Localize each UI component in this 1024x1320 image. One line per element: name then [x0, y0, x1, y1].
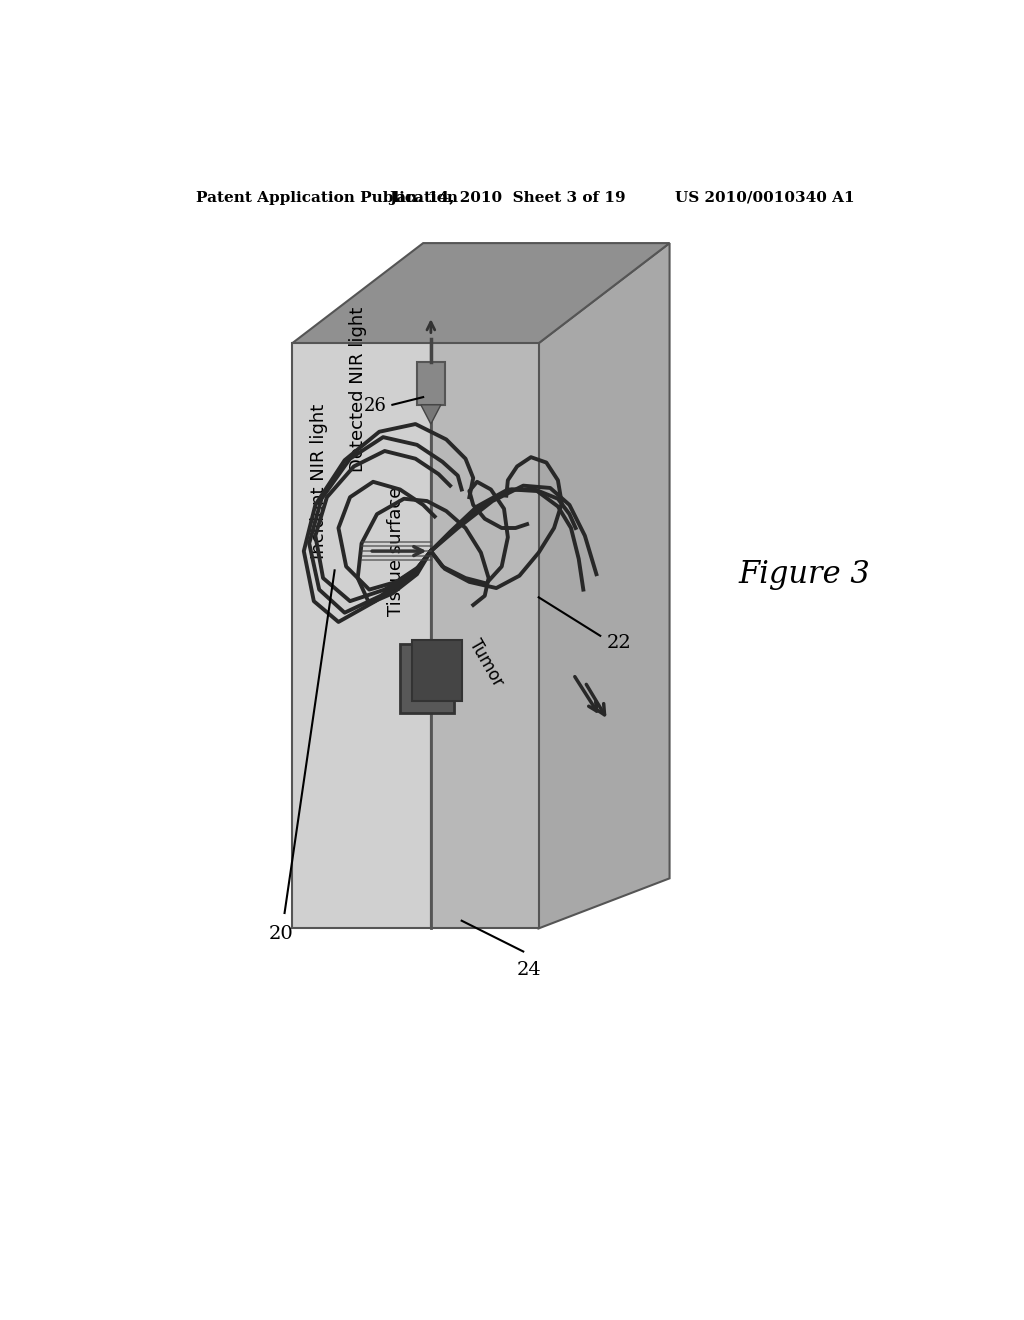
Text: 20: 20 [268, 924, 293, 942]
Text: 26: 26 [365, 397, 387, 416]
Text: Tissue surface: Tissue surface [387, 486, 406, 616]
Polygon shape [421, 405, 441, 424]
Bar [400, 644, 454, 713]
Text: 24: 24 [517, 961, 542, 978]
Text: US 2010/0010340 A1: US 2010/0010340 A1 [675, 191, 854, 205]
Text: Detected NIR light: Detected NIR light [349, 306, 367, 473]
Text: 22: 22 [606, 635, 631, 652]
Text: Tumor: Tumor [466, 636, 507, 689]
Polygon shape [431, 343, 539, 928]
Text: Incident NIR light: Incident NIR light [310, 404, 329, 560]
Text: Patent Application Publication: Patent Application Publication [196, 191, 458, 205]
Bar [417, 363, 444, 405]
Polygon shape [292, 243, 670, 343]
Bar [412, 640, 462, 701]
Polygon shape [539, 243, 670, 928]
Text: Figure 3: Figure 3 [739, 558, 870, 590]
Text: Jan. 14, 2010  Sheet 3 of 19: Jan. 14, 2010 Sheet 3 of 19 [389, 191, 626, 205]
Polygon shape [292, 343, 431, 928]
